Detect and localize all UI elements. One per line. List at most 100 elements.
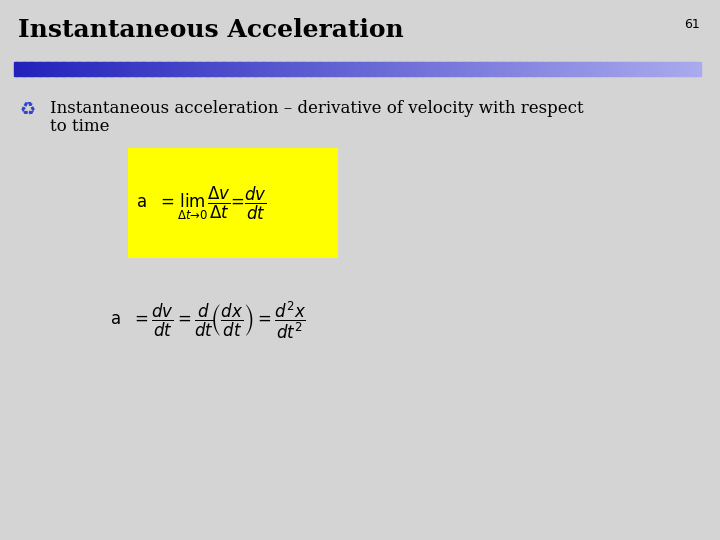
Text: to time: to time [50, 118, 109, 135]
Bar [542, 62, 545, 76]
Bar [629, 62, 632, 76]
Bar [402, 62, 405, 76]
Bar [581, 62, 584, 76]
Bar [156, 62, 158, 76]
Bar [188, 62, 191, 76]
Bar [599, 62, 602, 76]
Bar [490, 62, 492, 76]
Bar [39, 62, 42, 76]
Bar [94, 62, 96, 76]
Bar [563, 62, 566, 76]
Bar [238, 62, 241, 76]
Bar [499, 62, 502, 76]
Bar [149, 62, 152, 76]
Bar [89, 62, 92, 76]
Bar [117, 62, 120, 76]
Bar [124, 62, 127, 76]
Bar [64, 62, 67, 76]
Bar [528, 62, 531, 76]
Bar [451, 62, 454, 76]
Bar [128, 148, 338, 258]
Bar [101, 62, 104, 76]
Bar [501, 62, 504, 76]
Bar [62, 62, 65, 76]
Bar [538, 62, 541, 76]
Bar [377, 62, 380, 76]
Bar [549, 62, 552, 76]
Bar [361, 62, 364, 76]
Bar [313, 62, 316, 76]
Bar [659, 62, 662, 76]
Bar [394, 62, 397, 76]
Bar [44, 62, 47, 76]
Bar [444, 62, 446, 76]
Bar [519, 62, 522, 76]
Bar [638, 62, 641, 76]
Bar [384, 62, 387, 76]
Bar [14, 62, 17, 76]
Bar [328, 62, 330, 76]
Bar [634, 62, 636, 76]
Bar [391, 62, 394, 76]
Bar [194, 62, 197, 76]
Text: 61: 61 [684, 18, 700, 31]
Bar [389, 62, 392, 76]
Bar [161, 62, 163, 76]
Bar [540, 62, 543, 76]
Bar [336, 62, 339, 76]
Bar [472, 62, 474, 76]
Bar [602, 62, 605, 76]
Bar [698, 62, 701, 76]
Bar [32, 62, 35, 76]
Bar [85, 62, 88, 76]
Bar [460, 62, 463, 76]
Bar [359, 62, 362, 76]
Bar [684, 62, 687, 76]
Bar [366, 62, 369, 76]
Bar [153, 62, 156, 76]
Bar [400, 62, 403, 76]
Bar [382, 62, 385, 76]
Bar [552, 62, 554, 76]
Bar [247, 62, 250, 76]
Bar [130, 62, 133, 76]
Bar [254, 62, 257, 76]
Bar [412, 62, 415, 76]
Bar [531, 62, 534, 76]
Bar [441, 62, 444, 76]
Bar [240, 62, 243, 76]
Bar [510, 62, 513, 76]
Bar [606, 62, 609, 76]
Bar [233, 62, 236, 76]
Bar [286, 62, 289, 76]
Bar [398, 62, 401, 76]
Bar [108, 62, 111, 76]
Bar [27, 62, 30, 76]
Bar [508, 62, 510, 76]
Bar [208, 62, 211, 76]
Bar [272, 62, 275, 76]
Bar [320, 62, 323, 76]
Bar [524, 62, 527, 76]
Bar [410, 62, 413, 76]
Bar [357, 62, 360, 76]
Bar [165, 62, 168, 76]
Bar [78, 62, 81, 76]
Bar [330, 62, 333, 76]
Bar [291, 62, 294, 76]
Bar [570, 62, 572, 76]
Bar [270, 62, 273, 76]
Bar [421, 62, 424, 76]
Bar [560, 62, 563, 76]
Bar [217, 62, 220, 76]
Bar [236, 62, 238, 76]
Bar [567, 62, 570, 76]
Bar [318, 62, 321, 76]
Bar [588, 62, 590, 76]
Bar [526, 62, 529, 76]
Bar [268, 62, 271, 76]
Bar [50, 62, 53, 76]
Bar [613, 62, 616, 76]
Bar [147, 62, 150, 76]
Text: $\mathrm{a}\ \ = \dfrac{dv}{dt} = \dfrac{d}{dt}\!\left(\dfrac{dx}{dt}\right) = \: $\mathrm{a}\ \ = \dfrac{dv}{dt} = \dfrac… [110, 299, 306, 341]
